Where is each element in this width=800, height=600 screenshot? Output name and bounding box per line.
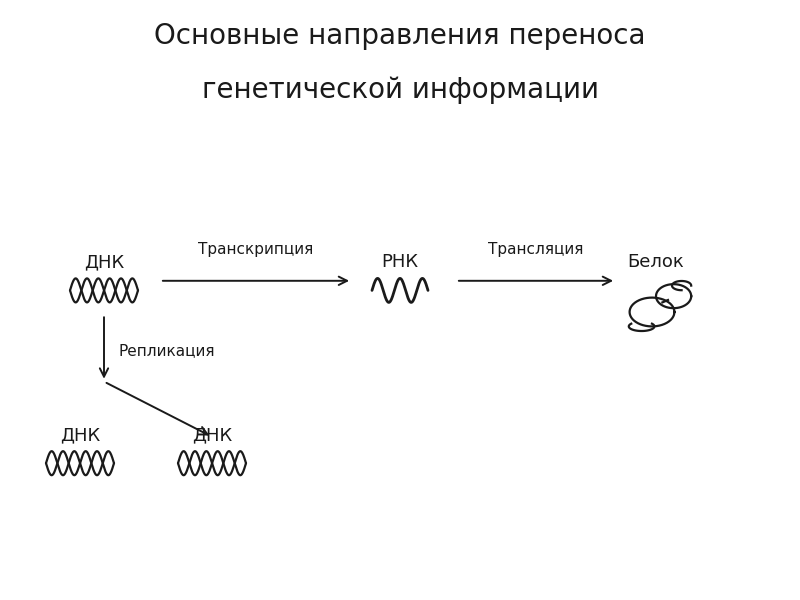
Text: Основные направления переноса: Основные направления переноса — [154, 22, 646, 50]
Text: ДНК: ДНК — [84, 253, 124, 271]
Text: РНК: РНК — [382, 253, 418, 271]
Text: ДНК: ДНК — [192, 426, 232, 444]
Text: Белок: Белок — [628, 253, 684, 271]
Text: генетической информации: генетической информации — [202, 76, 598, 104]
Text: Транскрипция: Транскрипция — [198, 242, 314, 257]
Text: Трансляция: Трансляция — [488, 242, 584, 257]
Text: Репликация: Репликация — [118, 343, 215, 358]
Text: ДНК: ДНК — [60, 426, 100, 444]
